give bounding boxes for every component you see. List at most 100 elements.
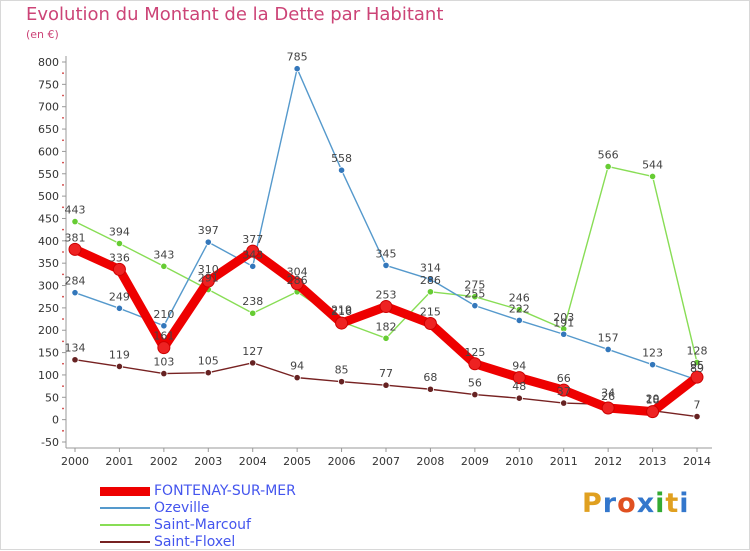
x-tick-label: 2011 [550,455,578,468]
data-point [468,357,482,371]
logo-letter: i [655,488,666,519]
y-tick-label: 450 [38,212,59,225]
y-minor-mark [62,362,64,365]
data-label: 56 [468,377,482,390]
x-tick-label: 2002 [150,455,178,468]
data-label: 66 [557,372,571,385]
data-point [249,359,257,367]
x-tick-label: 2006 [328,455,356,468]
x-tick-label: 2005 [283,455,311,468]
data-label: 314 [420,261,441,274]
data-label: 284 [65,275,86,288]
legend-label-saint-floxel: Saint-Floxel [154,534,236,550]
data-point [71,289,79,297]
x-tick-label: 2009 [461,455,489,468]
logo-letter: t [665,488,680,519]
data-point [560,399,568,407]
data-point [693,358,701,367]
data-point [601,401,615,415]
y-tick-label: 100 [38,369,59,382]
data-point [426,385,435,393]
data-label: 253 [376,289,397,302]
data-label: 219 [331,304,352,317]
data-label: 381 [65,231,86,244]
data-point [515,394,523,402]
data-label: 394 [109,226,130,239]
y-tick-label: 600 [38,145,59,158]
data-label: 345 [376,247,397,260]
data-label: 310 [198,263,219,276]
data-label: 210 [153,308,174,321]
x-tick-label: 2003 [194,455,222,468]
legend-swatch-fontenay [100,487,150,496]
y-tick-label: 250 [38,302,59,315]
data-label: 34 [601,386,615,399]
data-point [115,304,124,312]
data-label: 255 [464,288,485,301]
data-point [646,405,660,419]
data-point [690,370,704,384]
y-tick-label: 650 [38,123,59,136]
y-minor-mark [62,251,64,253]
y-minor-mark [62,295,64,298]
data-point [382,381,390,389]
data-label: 157 [598,331,619,344]
data-point [604,345,612,354]
data-point [426,288,435,296]
y-minor-mark [62,206,64,209]
x-tick-label: 2013 [639,455,667,468]
data-point [157,341,171,355]
data-label: 94 [512,360,526,373]
data-label: 7 [694,399,701,412]
y-minor-mark [62,161,64,164]
data-label: 397 [198,224,219,237]
y-tick-label: 200 [38,324,59,337]
data-label: 95 [690,359,704,372]
y-tick-label: 500 [38,190,59,203]
y-minor-mark [62,94,64,97]
data-label: 161 [153,330,174,343]
y-minor-mark [62,184,64,186]
chart-title: Evolution du Montant de la Dette par Hab… [26,4,444,25]
data-label: 222 [509,302,530,315]
data-label: 103 [153,356,174,369]
data-label: 238 [242,295,263,308]
data-label: 18 [646,394,660,407]
logo-letter: x [636,488,656,519]
data-label: 566 [598,149,619,162]
data-point [249,262,257,270]
data-point [68,242,82,256]
legend-label-fontenay: FONTENAY-SUR-MER [154,483,296,499]
x-tick-label: 2001 [105,455,133,468]
data-label: 275 [464,279,485,292]
y-tick-label: 700 [38,101,59,114]
data-label: 304 [287,266,308,279]
data-point [115,362,124,371]
data-label: 123 [642,347,663,360]
data-point [471,302,479,310]
data-label: 26 [601,390,615,403]
unit-label: (en €) [26,28,59,41]
logo-letter: o [617,488,637,519]
data-point [604,163,612,171]
data-point [249,309,257,317]
y-minor-mark [62,429,64,432]
data-point [115,239,124,248]
legend-swatch-saint-marcouf [100,524,150,526]
data-label: 377 [242,233,263,246]
x-tick-label: 2010 [505,455,533,468]
y-tick-label: 350 [38,257,59,270]
data-label: 127 [242,345,263,358]
legend-swatch-saint-floxel [100,541,150,543]
data-label: 286 [287,274,308,287]
data-point [335,316,349,330]
y-tick-label: -50 [41,436,59,449]
data-point [512,371,526,385]
data-label: 134 [65,342,86,355]
data-label: 291 [198,272,219,285]
x-tick-label: 2008 [416,455,444,468]
data-point [246,244,260,258]
y-minor-mark [62,407,64,410]
data-label: 85 [335,364,349,377]
